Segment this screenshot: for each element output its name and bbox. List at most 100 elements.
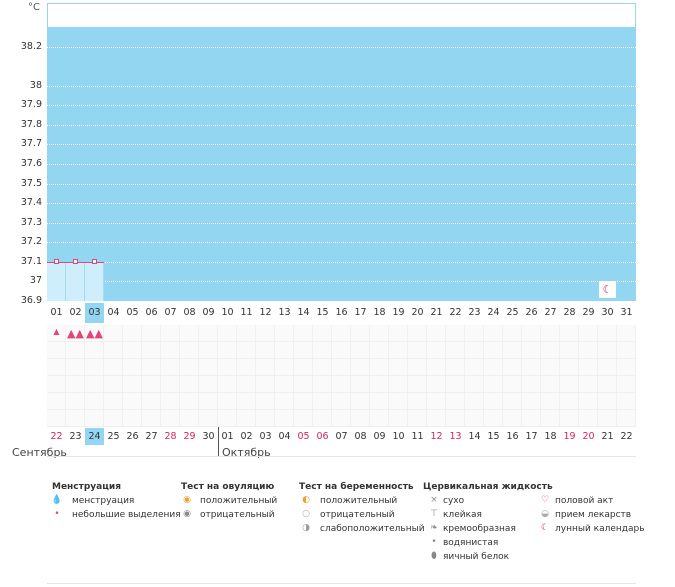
symptom-cell[interactable] — [560, 325, 579, 342]
symptom-cell[interactable] — [617, 359, 636, 376]
cycle-day-label[interactable]: 18 — [373, 307, 386, 318]
symptom-cell[interactable] — [503, 325, 522, 342]
symptom-cell[interactable] — [446, 410, 465, 427]
symptom-cell[interactable] — [47, 393, 66, 410]
symptom-cell[interactable] — [389, 342, 408, 359]
cycle-day-label[interactable]: 27 — [544, 307, 557, 318]
symptom-cell[interactable] — [427, 325, 446, 342]
symptom-cell[interactable] — [275, 342, 294, 359]
calendar-date[interactable]: 23 — [69, 431, 82, 442]
symptom-cell[interactable] — [66, 359, 85, 376]
symptom-cell[interactable] — [218, 376, 237, 393]
symptom-cell[interactable] — [199, 325, 218, 342]
symptom-cell[interactable] — [370, 376, 389, 393]
calendar-date[interactable]: 11 — [411, 431, 424, 442]
symptom-cell[interactable] — [142, 325, 161, 342]
symptom-cell[interactable] — [579, 342, 598, 359]
symptom-cell[interactable] — [408, 342, 427, 359]
cycle-day-label[interactable]: 13 — [278, 307, 291, 318]
symptom-cell[interactable] — [617, 325, 636, 342]
symptom-cell[interactable] — [123, 325, 142, 342]
symptom-cell[interactable] — [85, 376, 104, 393]
symptom-cell[interactable] — [313, 325, 332, 342]
symptom-cell[interactable] — [389, 325, 408, 342]
symptom-cell[interactable] — [503, 342, 522, 359]
cycle-day-label[interactable]: 09 — [202, 307, 215, 318]
symptom-cell[interactable] — [465, 410, 484, 427]
symptom-cell[interactable] — [218, 410, 237, 427]
symptom-cell[interactable] — [104, 359, 123, 376]
calendar-date[interactable]: 22 — [620, 431, 633, 442]
calendar-date[interactable]: 25 — [107, 431, 120, 442]
cycle-day-label[interactable]: 30 — [601, 307, 614, 318]
symptom-cell[interactable] — [180, 410, 199, 427]
calendar-date[interactable]: 24 — [85, 428, 104, 445]
symptom-cell[interactable] — [370, 359, 389, 376]
symptom-cell[interactable] — [161, 376, 180, 393]
symptom-cell[interactable] — [617, 410, 636, 427]
calendar-date[interactable]: 27 — [145, 431, 158, 442]
symptom-cell[interactable] — [104, 410, 123, 427]
calendar-date[interactable]: 04 — [278, 431, 291, 442]
cycle-day-label[interactable]: 15 — [316, 307, 329, 318]
calendar-date[interactable]: 03 — [259, 431, 272, 442]
symptom-cell[interactable] — [237, 359, 256, 376]
symptom-cell[interactable] — [541, 325, 560, 342]
symptom-cell[interactable] — [598, 410, 617, 427]
symptom-cell[interactable] — [47, 325, 66, 342]
symptom-cell[interactable] — [389, 410, 408, 427]
cycle-day-label[interactable]: 04 — [107, 307, 120, 318]
symptom-cell[interactable] — [218, 359, 237, 376]
symptom-cell[interactable] — [237, 393, 256, 410]
symptom-cell[interactable] — [560, 376, 579, 393]
symptom-cell[interactable] — [351, 393, 370, 410]
symptom-cell[interactable] — [66, 410, 85, 427]
cycle-day-label[interactable]: 31 — [620, 307, 633, 318]
calendar-date[interactable]: 10 — [392, 431, 405, 442]
symptom-cell[interactable] — [389, 359, 408, 376]
cycle-day-label[interactable]: 08 — [183, 307, 196, 318]
symptom-cell[interactable] — [579, 410, 598, 427]
symptom-cell[interactable] — [484, 410, 503, 427]
symptom-cell[interactable] — [579, 359, 598, 376]
symptom-cell[interactable] — [598, 376, 617, 393]
calendar-date[interactable]: 17 — [525, 431, 538, 442]
symptom-cell[interactable] — [142, 376, 161, 393]
symptom-cell[interactable] — [313, 376, 332, 393]
symptom-cell[interactable] — [370, 410, 389, 427]
temperature-bar[interactable] — [85, 261, 104, 301]
symptom-cell[interactable] — [484, 342, 503, 359]
symptom-cell[interactable] — [66, 393, 85, 410]
calendar-date[interactable]: 20 — [582, 431, 595, 442]
symptom-cell[interactable] — [256, 393, 275, 410]
symptom-cell[interactable] — [104, 325, 123, 342]
symptom-cell[interactable] — [275, 325, 294, 342]
symptom-cell[interactable] — [465, 325, 484, 342]
symptom-cell[interactable] — [275, 359, 294, 376]
symptom-cell[interactable] — [598, 325, 617, 342]
symptom-cell[interactable] — [370, 342, 389, 359]
symptom-cell[interactable] — [389, 376, 408, 393]
symptom-cell[interactable] — [180, 325, 199, 342]
symptom-cell[interactable] — [484, 325, 503, 342]
symptom-cell[interactable] — [256, 342, 275, 359]
symptom-cell[interactable] — [541, 376, 560, 393]
symptom-cell[interactable] — [275, 393, 294, 410]
symptom-cell[interactable] — [389, 393, 408, 410]
symptom-cell[interactable] — [123, 393, 142, 410]
symptom-cell[interactable] — [560, 342, 579, 359]
symptom-cell[interactable] — [408, 410, 427, 427]
symptom-cell[interactable] — [427, 410, 446, 427]
symptom-cell[interactable] — [256, 325, 275, 342]
cycle-day-label[interactable]: 25 — [506, 307, 519, 318]
symptom-cell[interactable] — [465, 393, 484, 410]
symptom-cell[interactable] — [66, 342, 85, 359]
calendar-date[interactable]: 22 — [50, 431, 63, 442]
symptom-cell[interactable] — [351, 359, 370, 376]
symptom-cell[interactable] — [484, 359, 503, 376]
calendar-date[interactable]: 08 — [354, 431, 367, 442]
calendar-date[interactable]: 09 — [373, 431, 386, 442]
symptom-cell[interactable] — [123, 376, 142, 393]
symptom-cell[interactable] — [66, 325, 85, 342]
symptom-cell[interactable] — [85, 342, 104, 359]
